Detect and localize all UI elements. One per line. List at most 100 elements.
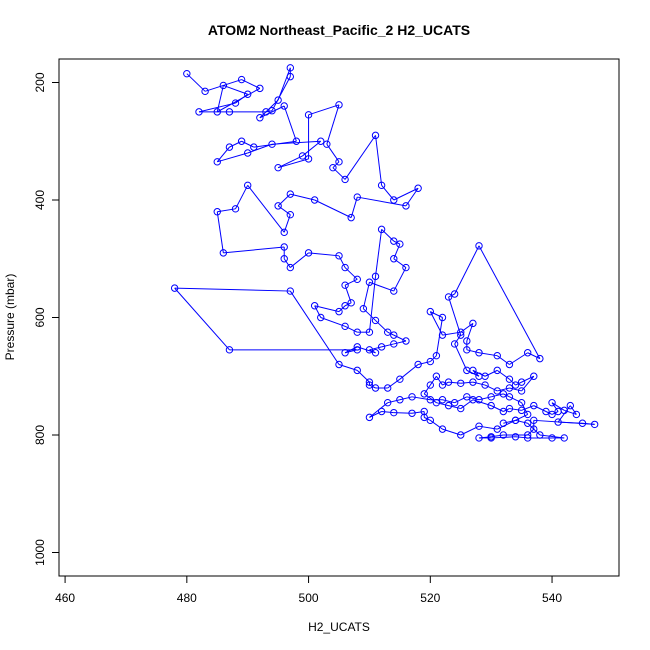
- data-point: [438, 425, 447, 433]
- series-segment: [527, 428, 535, 436]
- data-point: [475, 349, 483, 357]
- series-segment: [344, 278, 358, 286]
- data-point: [457, 331, 465, 339]
- series-segment: [357, 196, 407, 207]
- data-point: [408, 409, 416, 417]
- y-tick-label: 600: [33, 307, 47, 327]
- data-point: [365, 413, 374, 422]
- data-point: [493, 387, 501, 395]
- data-point: [463, 346, 471, 354]
- series-segment: [454, 343, 468, 371]
- series-segment: [509, 378, 516, 386]
- data-point: [511, 433, 520, 441]
- data-point: [457, 404, 465, 413]
- data-point: [365, 328, 374, 336]
- series-segment: [247, 143, 273, 154]
- series-segment: [241, 140, 254, 148]
- data-point: [530, 425, 538, 433]
- series-segment: [381, 411, 394, 414]
- data-point: [347, 299, 355, 307]
- data-point: [280, 228, 288, 237]
- data-point: [560, 406, 568, 415]
- data-point: [323, 140, 331, 148]
- data-point: [517, 378, 526, 386]
- data-point: [414, 184, 422, 192]
- data-point: [463, 393, 471, 401]
- data-point: [432, 351, 441, 360]
- data-point: [353, 275, 361, 284]
- data-point: [377, 407, 386, 416]
- data-point: [487, 393, 495, 401]
- data-point: [578, 419, 587, 427]
- data-point: [390, 287, 398, 295]
- series-segment: [308, 252, 340, 257]
- data-point: [243, 90, 252, 98]
- data-point: [201, 87, 209, 96]
- series-segment: [430, 311, 443, 318]
- data-point: [499, 431, 508, 439]
- series-segment: [381, 343, 394, 348]
- series-segment: [484, 369, 498, 377]
- series-segment: [223, 246, 285, 254]
- data-point: [256, 84, 264, 93]
- series-segment: [509, 396, 522, 404]
- data-point: [237, 137, 246, 145]
- data-point: [420, 390, 428, 398]
- data-point: [280, 243, 288, 251]
- series-segment: [326, 104, 340, 145]
- data-point: [353, 193, 361, 201]
- data-point: [231, 99, 240, 107]
- series-segment: [387, 399, 400, 404]
- data-point: [390, 255, 398, 263]
- series-segment: [484, 384, 498, 392]
- data-point: [365, 381, 374, 389]
- data-point: [377, 225, 386, 234]
- series-segment: [454, 334, 462, 345]
- data-point: [377, 181, 386, 190]
- series-segment: [308, 104, 340, 116]
- series-segment: [356, 370, 370, 383]
- series-segment: [393, 340, 407, 345]
- series-segment: [521, 375, 534, 383]
- series-segment: [338, 305, 346, 312]
- data-point: [286, 72, 295, 81]
- data-point: [572, 410, 581, 419]
- series-segment: [381, 229, 395, 242]
- data-point: [341, 281, 349, 289]
- data-point: [536, 431, 544, 439]
- series-segment: [283, 258, 291, 268]
- data-point: [560, 434, 568, 442]
- data-point: [250, 143, 258, 151]
- data-point: [225, 346, 234, 354]
- series-segment: [399, 364, 419, 380]
- data-point: [170, 284, 179, 292]
- series-segment: [271, 76, 291, 111]
- series-segment: [375, 135, 383, 186]
- series-segment: [411, 411, 425, 414]
- data-point: [335, 360, 343, 369]
- series-segment: [423, 384, 431, 395]
- data-point: [335, 307, 343, 316]
- data-point: [530, 401, 538, 410]
- data-point: [286, 287, 295, 295]
- series-segment: [338, 255, 346, 268]
- series-segment: [174, 287, 291, 292]
- series-segment: [314, 305, 340, 313]
- series-segment: [277, 158, 309, 169]
- data-point: [432, 372, 441, 380]
- data-point: [268, 107, 276, 115]
- series-segment: [223, 84, 248, 95]
- y-tick-label: 800: [33, 425, 47, 445]
- series-segment: [435, 375, 443, 386]
- data-point: [390, 237, 398, 245]
- data-point: [183, 69, 191, 78]
- series-segment: [515, 419, 528, 424]
- series-segment: [229, 140, 242, 148]
- data-point: [286, 210, 295, 219]
- data-point: [390, 196, 398, 204]
- series-segment: [277, 205, 291, 216]
- y-axis-label: Pressure (mbar): [3, 274, 17, 361]
- data-point: [499, 419, 508, 427]
